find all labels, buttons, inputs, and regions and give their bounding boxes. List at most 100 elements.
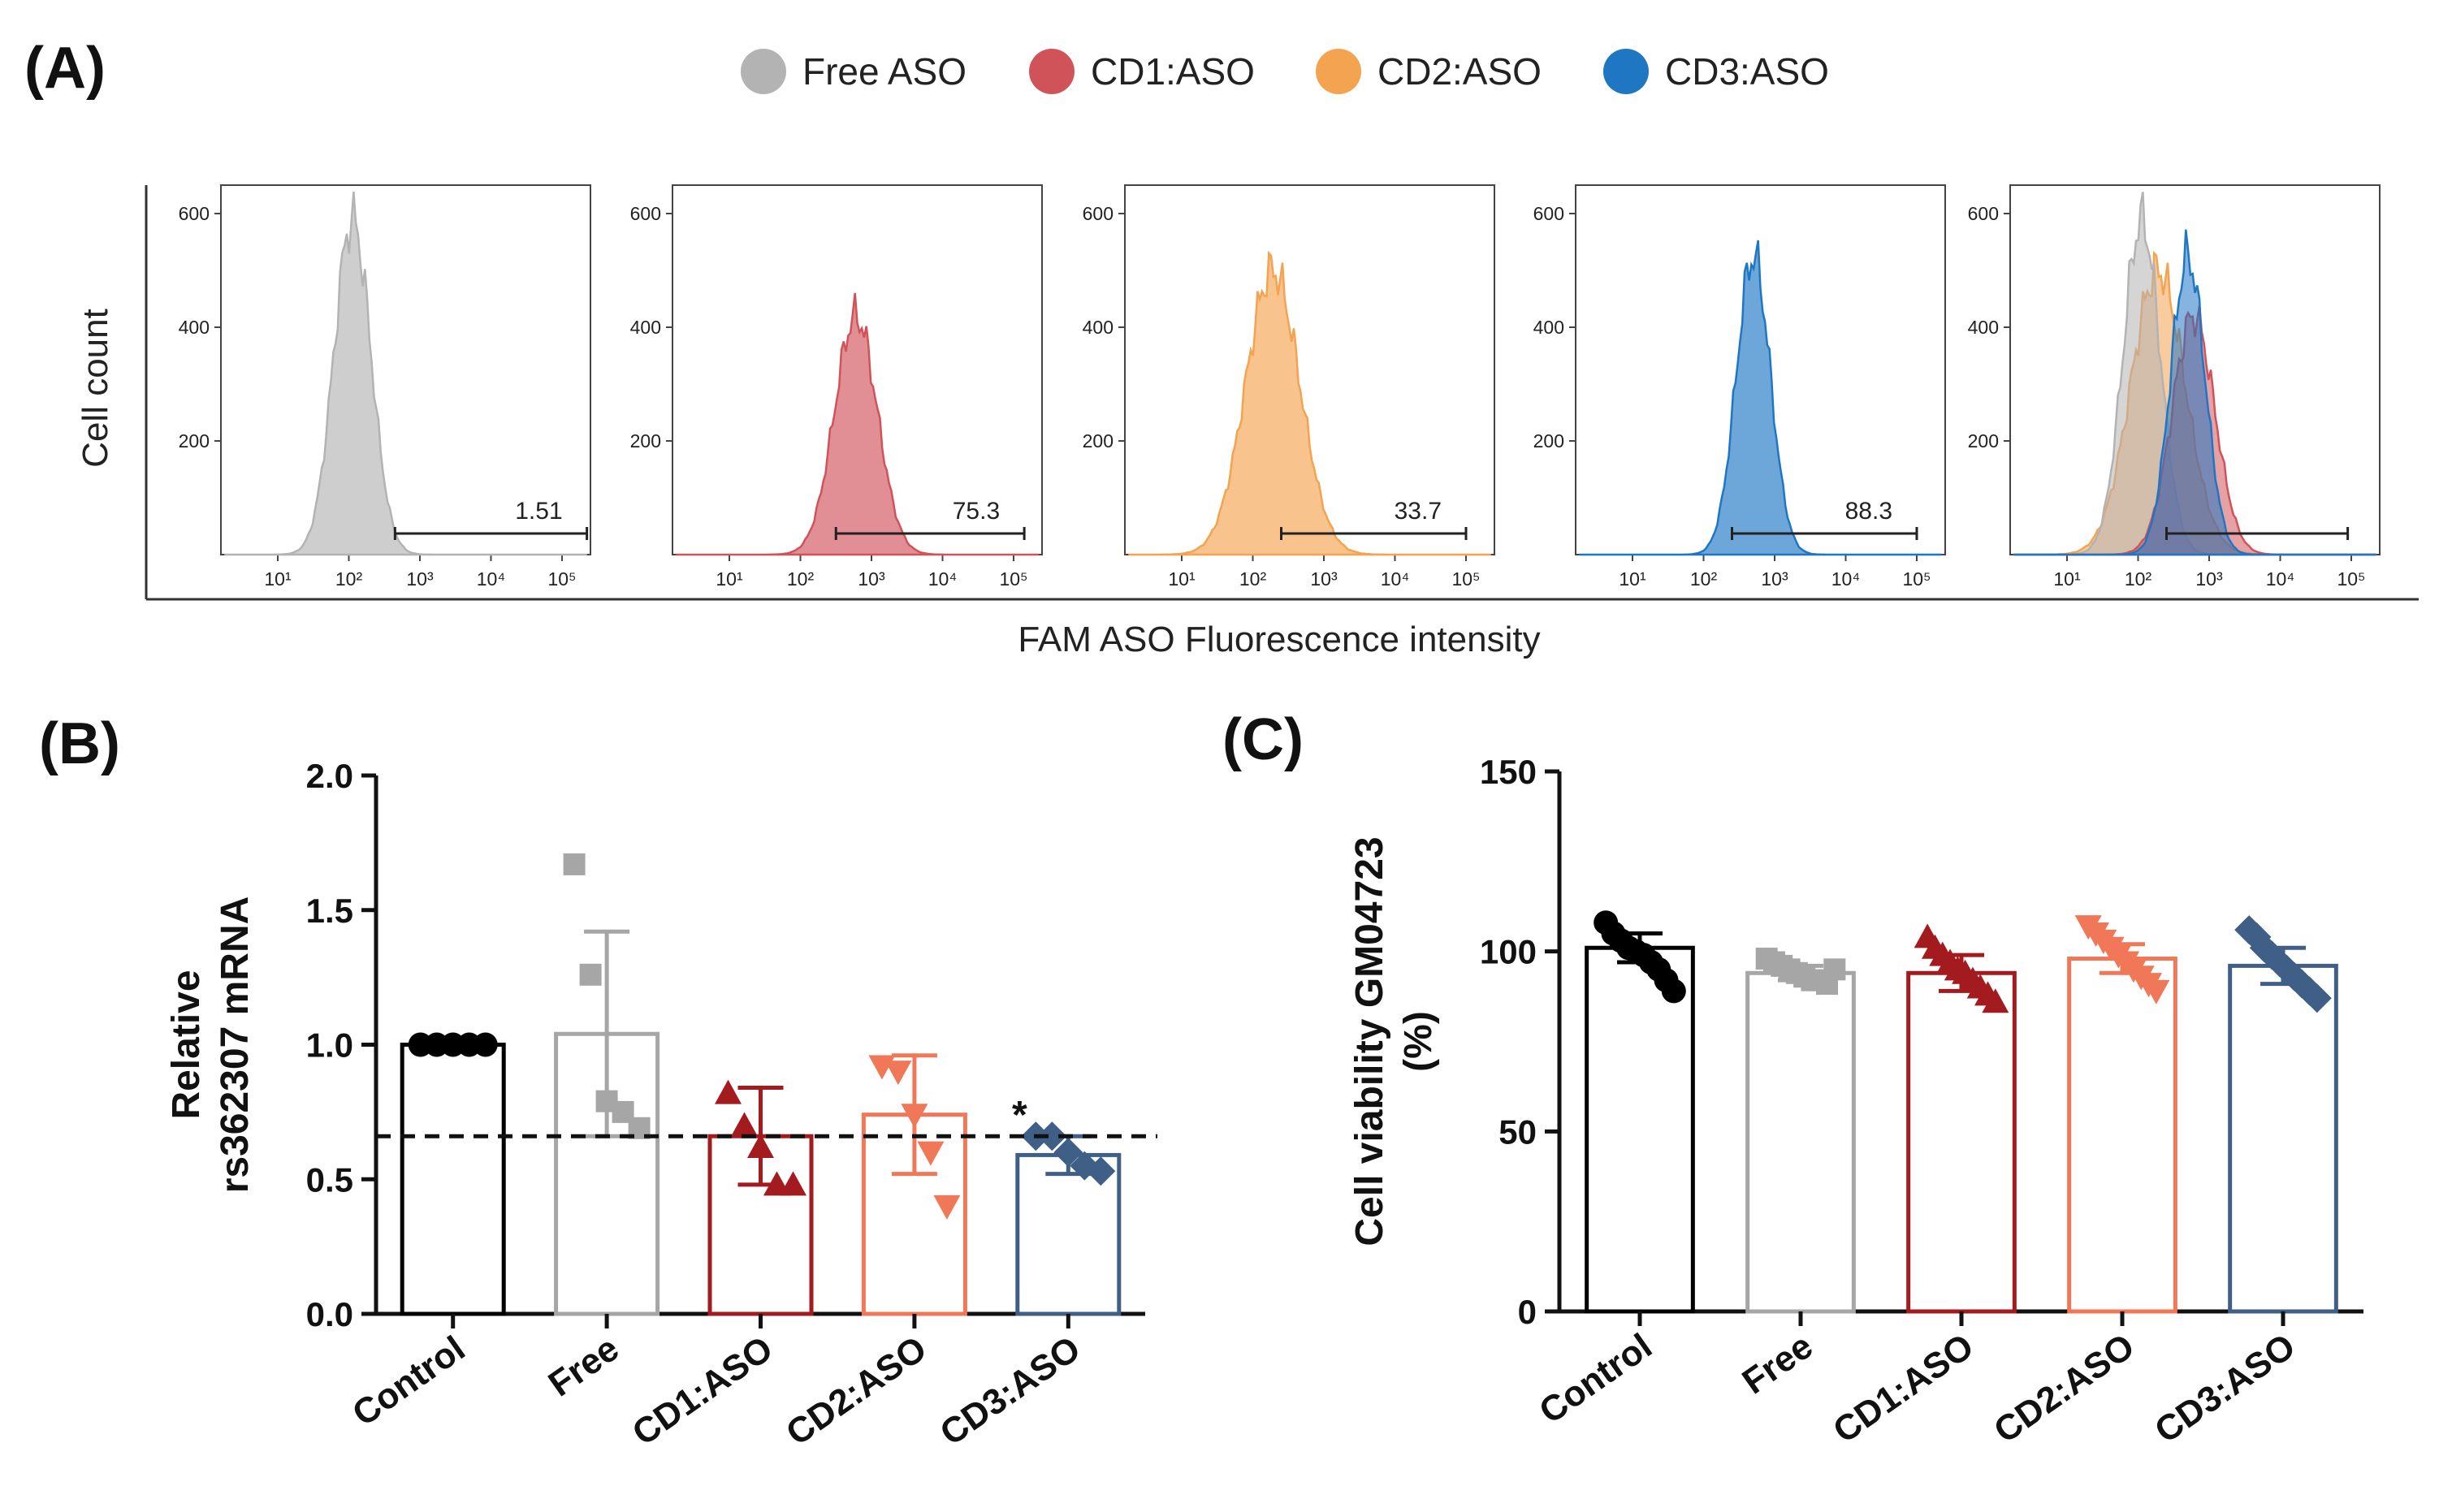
histogram-2: 200 400 600 10¹ 10² 10³ 10⁴ 10⁵ 33.7	[1083, 184, 1495, 590]
panel-label-c: (C)	[1222, 707, 1304, 772]
panel-b-point-2-0	[714, 1079, 742, 1104]
hist-ytick-label-2-2: 600	[1083, 203, 1114, 224]
histogram-1: 200 400 600 10¹ 10² 10³ 10⁴ 10⁵ 75.3	[630, 184, 1043, 590]
panel-b-ylabel-line2: rs362307 mRNA	[214, 896, 257, 1194]
panel-c-bar-1	[1745, 970, 1856, 1314]
legend-label-0: Free ASO	[802, 50, 967, 93]
panel-c-xtick-label-0: Control	[1533, 1326, 1659, 1432]
panel-c-point-1-9	[1823, 958, 1846, 981]
hist-xtick-label-2-4: 10⁵	[1451, 568, 1480, 590]
panel-b-point-2-4	[780, 1171, 807, 1196]
hist-ytick-label-2-0: 200	[1083, 430, 1114, 451]
panel-c-bar-2	[1906, 970, 2017, 1314]
panel-b-ytick-label-4: 2.0	[306, 757, 353, 795]
panel-c-ytick-label-3: 150	[1480, 753, 1537, 791]
panel-b-bar-chart: 0.0 0.5 1.0 1.5 2.0 Relative rs362307 mRNA Cont…	[165, 757, 1157, 1454]
hist-ytick-label-1-0: 200	[630, 430, 661, 451]
panel-b-point-3-4	[933, 1194, 961, 1220]
hist-ytick-label-0-1: 400	[179, 317, 210, 338]
histogram-curve-1-0	[676, 292, 1039, 556]
hist-ytick-label-0-2: 600	[179, 203, 210, 224]
panel-b-point-2-2	[747, 1133, 774, 1158]
gate-value-3: 88.3	[1845, 498, 1892, 525]
gate-value-2: 33.7	[1395, 498, 1442, 525]
hist-xtick-label-4-0: 10¹	[2053, 568, 2081, 590]
hist-ytick-label-1-1: 400	[630, 317, 661, 338]
hist-xtick-label-2-3: 10⁴	[1381, 568, 1409, 590]
hist-ytick-label-3-1: 400	[1533, 317, 1564, 338]
panel-b-ytick-label-0: 0.0	[306, 1295, 353, 1333]
hist-xtick-label-1-4: 10⁵	[999, 568, 1027, 590]
panel-c-point-4-9	[2302, 983, 2332, 1013]
panel-b-ytick-label-2: 1.0	[306, 1026, 353, 1065]
hist-ytick-label-0-0: 200	[179, 430, 210, 451]
panel-b-xtick-label-4: CD3:ASO	[933, 1328, 1088, 1454]
panel-b-ylabel-line1: Relative	[165, 970, 208, 1119]
panel-b-point-4-1	[1037, 1121, 1067, 1151]
panel-b-xtick-label-3: CD2:ASO	[779, 1328, 933, 1454]
panel-b-point-1-1	[579, 963, 602, 986]
hist-ytick-label-4-2: 600	[1968, 203, 1999, 224]
hist-xtick-label-0-4: 10⁵	[547, 568, 576, 590]
panel-b-point-2-1	[730, 1112, 758, 1137]
hist-xtick-label-4-2: 10³	[2195, 568, 2223, 590]
hist-ytick-label-3-2: 600	[1533, 203, 1564, 224]
panel-b-point-3-3	[917, 1141, 945, 1166]
panel-b-significance-mark: *	[1012, 1094, 1027, 1137]
panel-c-point-3-9	[2143, 979, 2170, 1004]
hist-xtick-label-0-0: 10¹	[264, 568, 292, 590]
panel-a-xlabel: FAM ASO Fluorescence intensity	[1018, 620, 1540, 659]
hist-xtick-label-0-1: 10²	[335, 568, 363, 590]
panel-label-b: (B)	[39, 711, 120, 776]
hist-xtick-label-0-2: 10³	[406, 568, 434, 590]
panel-b-xtick-label-0: Control	[345, 1328, 472, 1434]
hist-xtick-label-3-3: 10⁴	[1831, 568, 1860, 590]
panel-b-point-4-4	[1086, 1156, 1116, 1186]
panel-b-point-3-2	[901, 1104, 928, 1129]
panel-c-ytick-label-0: 0	[1518, 1293, 1537, 1331]
histogram-curve-4-3	[2013, 229, 2376, 556]
panel-c-xtick-label-3: CD2:ASO	[1987, 1326, 2141, 1451]
panel-c-xtick-label-2: CD1:ASO	[1826, 1326, 1980, 1451]
legend-swatch-2	[1316, 49, 1361, 94]
gate-value-0: 1.51	[515, 498, 562, 525]
panel-b-point-1-0	[563, 853, 586, 875]
histogram-curve-2-0	[1128, 250, 1491, 556]
histogram-3: 200 400 600 10¹ 10² 10³ 10⁴ 10⁵ 88.3	[1533, 184, 1946, 590]
panel-label-a: (A)	[24, 36, 106, 101]
legend-label-1: CD1:ASO	[1091, 50, 1255, 93]
panel-b-bar-0	[400, 1043, 506, 1316]
hist-xtick-label-3-2: 10³	[1761, 568, 1788, 590]
panel-b-ytick-label-1: 0.5	[306, 1160, 353, 1199]
histogram-curve-3-0	[1579, 240, 1942, 556]
hist-xtick-label-4-3: 10⁴	[2266, 568, 2294, 590]
hist-xtick-label-4-1: 10²	[2125, 568, 2152, 590]
panel-c-ytick-label-1: 50	[1498, 1112, 1537, 1151]
panel-c-bar-3	[2067, 957, 2177, 1314]
hist-xtick-label-0-3: 10⁴	[477, 568, 505, 590]
hist-ytick-label-2-1: 400	[1083, 317, 1114, 338]
hist-xtick-label-1-3: 10⁴	[928, 568, 957, 590]
legend-swatch-1	[1029, 49, 1075, 94]
panel-b-xtick-label-2: CD1:ASO	[625, 1328, 780, 1454]
hist-xtick-label-3-4: 10⁵	[1902, 568, 1931, 590]
panel-a-ylabel: Cell count	[76, 309, 115, 468]
panel-c-ylabel-line2: (%)	[1397, 1011, 1440, 1072]
histogram-4: 200 400 600 10¹ 10² 10³ 10⁴ 10⁵	[1968, 184, 2381, 590]
panel-c-xtick-label-4: CD3:ASO	[2147, 1326, 2302, 1451]
panel-b-ytick-label-3: 1.5	[306, 892, 353, 930]
hist-ytick-label-4-0: 200	[1968, 430, 1999, 451]
hist-xtick-label-1-1: 10²	[787, 568, 815, 590]
hist-xtick-label-4-4: 10⁵	[2337, 568, 2365, 590]
panel-c-ytick-label-2: 100	[1480, 933, 1537, 971]
panel-b-point-3-1	[884, 1061, 912, 1086]
legend-label-2: CD2:ASO	[1377, 50, 1542, 93]
panel-c-point-0-9	[1661, 978, 1686, 1004]
panel-a-histograms: Cell count FAM ASO Fluorescence intensity…	[76, 184, 2419, 659]
histogram-0: 200 400 600 10¹ 10² 10³ 10⁴ 10⁵ 1.51	[179, 184, 591, 590]
hist-xtick-label-2-1: 10²	[1239, 568, 1267, 590]
hist-ytick-label-4-1: 400	[1968, 317, 1999, 338]
legend-swatch-3	[1603, 49, 1649, 94]
hist-xtick-label-1-0: 10¹	[716, 568, 743, 590]
